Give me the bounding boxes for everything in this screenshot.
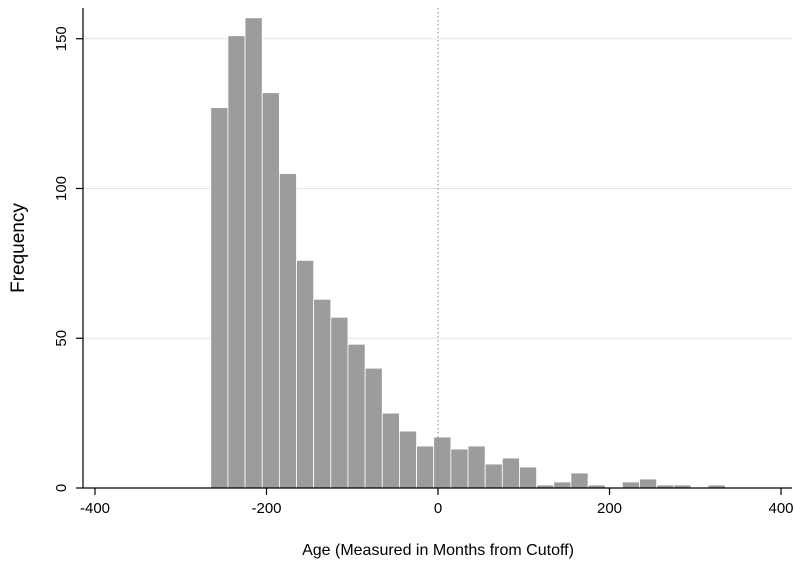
- y-tick-label-100: 100: [53, 176, 70, 201]
- x-tick-label-200: 200: [597, 500, 622, 517]
- axes: [76, 8, 792, 495]
- bar-6: [313, 298, 332, 489]
- bar-4: [278, 173, 297, 489]
- bar-25: [639, 478, 658, 489]
- y-tick-label-150: 150: [53, 26, 70, 51]
- x-tick-label-400: 400: [768, 500, 793, 517]
- bar-17: [501, 457, 520, 489]
- bar-20: [553, 481, 572, 489]
- bar-16: [484, 463, 503, 489]
- bar-3: [261, 92, 280, 489]
- bar-18: [519, 466, 538, 489]
- y-tick-label-0: 0: [53, 484, 70, 492]
- tick-labels: 0 50 100 150 -400 -200 0 200 400: [53, 26, 794, 517]
- x-axis-title: Age (Measured in Months from Cutoff): [302, 542, 574, 559]
- x-tick-label--200: -200: [251, 500, 281, 517]
- bar-15: [467, 445, 486, 489]
- bar-21: [570, 472, 589, 489]
- bar-5: [296, 259, 315, 489]
- bar-1: [227, 35, 246, 489]
- bar-10: [381, 412, 400, 489]
- bar-14: [450, 448, 469, 489]
- bar-9: [364, 367, 383, 489]
- bar-0: [210, 107, 229, 489]
- bar-7: [330, 316, 349, 489]
- bar-12: [416, 445, 435, 489]
- x-tick-label-0: 0: [434, 500, 442, 517]
- bars: [210, 17, 726, 489]
- y-axis-title: Frequency: [8, 203, 29, 293]
- x-tick-label--400: -400: [80, 500, 110, 517]
- bar-8: [347, 343, 366, 489]
- bar-13: [433, 436, 452, 489]
- bar-2: [244, 17, 263, 489]
- bar-24: [621, 481, 640, 489]
- bar-11: [399, 430, 417, 489]
- y-tick-label-50: 50: [53, 330, 70, 347]
